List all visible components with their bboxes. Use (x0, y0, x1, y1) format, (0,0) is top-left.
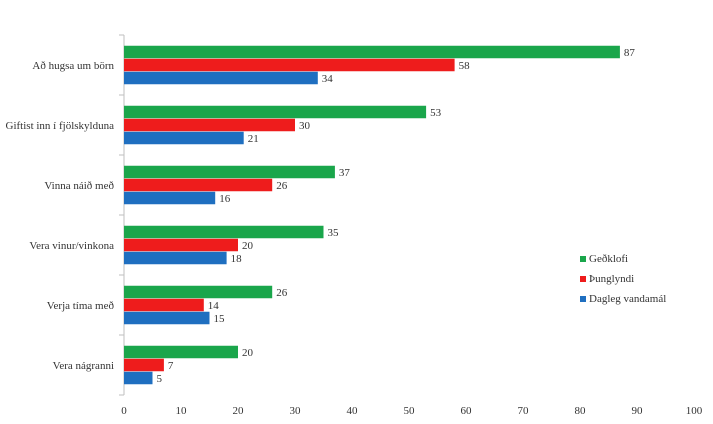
data-label: 35 (328, 227, 340, 239)
bar-gedklofi (124, 45, 620, 59)
data-label: 7 (168, 360, 174, 372)
bar-dagleg-vandamal (124, 371, 153, 385)
x-tick-label: 10 (176, 405, 188, 417)
bar-dagleg-vandamal (124, 131, 244, 145)
legend-swatch (580, 256, 586, 262)
data-label: 30 (299, 120, 311, 132)
x-tick-label: 90 (632, 405, 644, 417)
legend-label: Dagleg vandamál (589, 293, 666, 305)
data-label: 20 (242, 347, 254, 359)
data-label: 14 (208, 300, 220, 312)
bar-thunglyndi (124, 238, 238, 252)
legend: Geðklofi Þunglyndi Dagleg vandamál (580, 253, 666, 305)
category-label: Giftist inn í fjölskylduna (6, 120, 115, 132)
data-label: 37 (339, 167, 351, 179)
category-label: Vera nágranni (53, 360, 114, 372)
x-tick-label: 100 (686, 405, 703, 417)
data-label: 18 (231, 253, 243, 265)
x-tick-label: 70 (518, 405, 530, 417)
bar-gedklofi (124, 165, 335, 179)
legend-swatch (580, 296, 586, 302)
data-label: 26 (276, 287, 288, 299)
x-tick-label: 0 (121, 405, 127, 417)
data-label: 21 (248, 133, 259, 145)
data-label: 87 (624, 47, 636, 59)
x-tick-label: 30 (290, 405, 302, 417)
legend-label: Þunglyndi (589, 273, 634, 285)
labels-layer: Að hugsa um börn 87 58 34 Giftist inn í fjöl… (6, 47, 636, 385)
data-label: 53 (430, 107, 442, 119)
bar-dagleg-vandamal (124, 191, 216, 205)
data-label: 5 (157, 373, 163, 385)
x-tick-label: 50 (404, 405, 416, 417)
bar-gedklofi (124, 345, 238, 359)
axis-layer: 0 10 20 30 40 50 60 70 80 90 100 (119, 34, 703, 417)
category-label: Verja tíma með (47, 300, 115, 312)
legend-swatch (580, 276, 586, 282)
bar-dagleg-vandamal (124, 71, 318, 85)
bar-thunglyndi (124, 58, 455, 72)
bars-layer (124, 45, 620, 385)
category-label: Að hugsa um börn (32, 60, 114, 72)
x-tick-label: 40 (347, 405, 359, 417)
bar-gedklofi (124, 285, 273, 299)
bar-dagleg-vandamal (124, 251, 227, 265)
bar-thunglyndi (124, 358, 164, 372)
x-tick-label: 60 (461, 405, 473, 417)
bar-gedklofi (124, 105, 427, 119)
category-label: Vera vinur/vinkona (29, 240, 114, 252)
legend-label: Geðklofi (589, 253, 628, 265)
bar-thunglyndi (124, 178, 273, 192)
bar-thunglyndi (124, 298, 204, 312)
x-tick-label: 20 (233, 405, 245, 417)
data-label: 34 (322, 73, 334, 85)
bar-dagleg-vandamal (124, 311, 210, 325)
category-label: Vinna náið með (44, 180, 114, 192)
data-label: 15 (214, 313, 226, 325)
bar-gedklofi (124, 225, 324, 239)
data-label: 20 (242, 240, 254, 252)
x-tick-label: 80 (575, 405, 587, 417)
data-label: 16 (219, 193, 231, 205)
data-label: 26 (276, 180, 288, 192)
bar-thunglyndi (124, 118, 295, 132)
data-label: 58 (459, 60, 471, 72)
